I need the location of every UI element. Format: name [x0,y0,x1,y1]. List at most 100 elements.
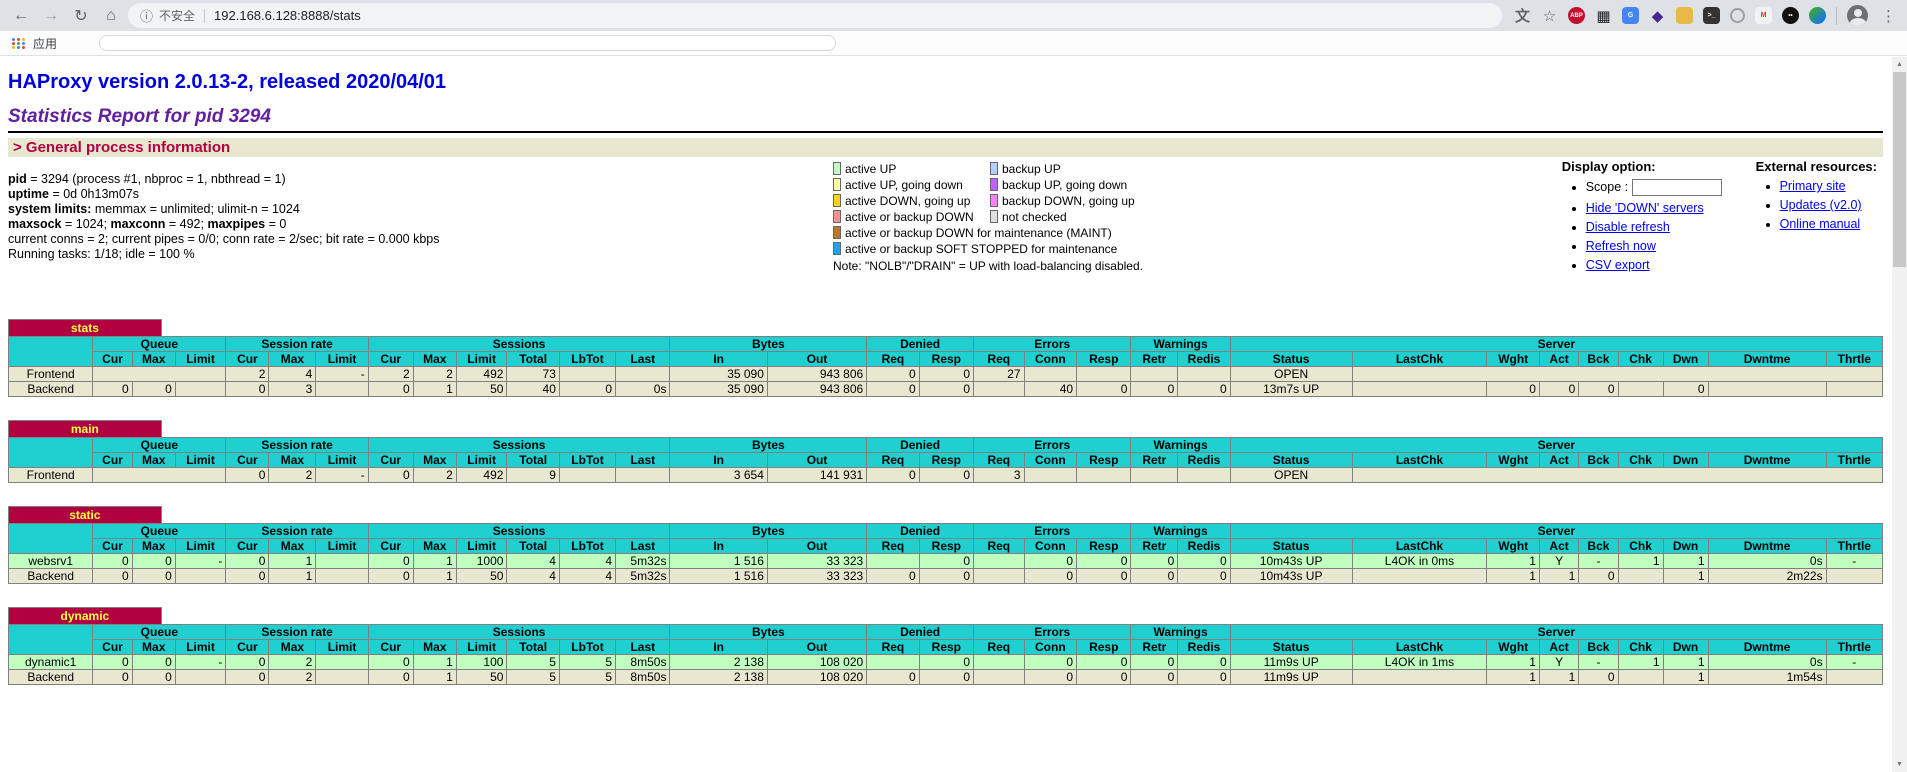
reload-button[interactable]: ↻ [68,3,94,29]
bookmarks-apps-label[interactable]: 应用 [33,35,57,52]
proxy-name-stats[interactable]: stats [8,319,162,336]
adblock-icon[interactable]: ABP [1568,7,1585,24]
cell: 0 [1024,655,1076,670]
scrollbar[interactable]: ▲ ▼ [1892,57,1907,772]
cell [616,468,670,483]
proxy-name-main[interactable]: main [8,420,162,437]
resource-link-updates-v2-0[interactable]: Updates (v2.0) [1780,198,1862,212]
col-header-bck: Bck [1579,640,1618,655]
row-name-backend[interactable]: Backend [9,382,93,397]
option-link-csv-export[interactable]: CSV export [1586,258,1650,272]
cell: 35 090 [670,382,767,397]
col-header-req: Req [974,539,1025,554]
cell [1024,468,1076,483]
table-row: Frontend02-0249293 654141 931003OPEN [9,468,1883,483]
cell [1024,367,1076,382]
process-info-line: system limits: memmax = unlimited; ulimi… [8,202,833,217]
cell: 4 [507,554,559,569]
bookmarks-search-pill[interactable] [99,35,836,51]
home-button[interactable]: ⌂ [98,3,124,29]
col-header-limit: Limit [175,453,226,468]
bookmark-star-icon[interactable]: ☆ [1541,7,1558,24]
row-name-dynamic1[interactable]: dynamic1 [9,655,93,670]
col-header-resp: Resp [1077,539,1131,554]
legend-label: active or backup DOWN [845,210,974,224]
option-link-disable-refresh[interactable]: Disable refresh [1586,220,1670,234]
purple-diamond-icon[interactable]: ◆ [1649,7,1666,24]
cell: 1 516 [670,554,767,569]
col-group-warnings: Warnings [1131,337,1230,352]
col-header-out: Out [767,352,866,367]
col-header-max: Max [269,453,316,468]
page-translate-icon[interactable]: 文 [1514,7,1531,24]
profile-avatar[interactable] [1847,5,1868,26]
page-title: HAProxy version 2.0.13-2, released 2020/… [8,71,1883,94]
col-header-out: Out [767,640,866,655]
cell [1618,670,1663,685]
legend-swatch [990,178,998,191]
col-header-thrtle: Thrtle [1826,640,1882,655]
cell: 0 [132,670,175,685]
col-header-cur: Cur [226,453,269,468]
row-name-frontend[interactable]: Frontend [9,367,93,382]
col-header-cur: Cur [93,539,132,554]
apps-grid-icon[interactable] [12,38,26,49]
proxy-name-dynamic[interactable]: dynamic [8,607,162,624]
col-header-max: Max [413,640,456,655]
row-name-backend[interactable]: Backend [9,670,93,685]
info-icon[interactable]: ⓘ [140,6,153,25]
cell: 1 [1618,554,1663,569]
col-header-total: Total [507,453,559,468]
menu-icon[interactable]: ⋮ [1878,7,1899,25]
scrollbar-up-arrow[interactable]: ▲ [1892,57,1907,72]
row-name-websrv1[interactable]: websrv1 [9,554,93,569]
back-button[interactable]: ← [8,3,34,29]
option-link-hide-down-servers[interactable]: Hide 'DOWN' servers [1586,201,1704,215]
mail-checker-icon[interactable]: M [1755,7,1772,24]
col-group-errors: Errors [974,524,1131,539]
scrollbar-thumb[interactable] [1893,72,1906,267]
cell: 2 [269,670,316,685]
cell: 0s [616,382,670,397]
proxy-name-static[interactable]: static [8,506,162,523]
scrollbar-down-arrow[interactable]: ▼ [1892,757,1907,772]
haproxy-version-link[interactable]: HAProxy version 2.0.13-2, released 2020/… [8,71,446,93]
col-group-server: Server [1230,625,1882,640]
cell: OPEN [1230,367,1352,382]
col-group-bytes: Bytes [670,438,867,453]
col-header-resp: Resp [1077,453,1131,468]
cell: 0 [226,468,269,483]
scope-input[interactable] [1632,179,1722,196]
qr-grid-icon[interactable]: ▦ [1595,7,1612,24]
cell: 4 [559,569,615,584]
col-group-denied: Denied [867,625,974,640]
forward-button[interactable]: → [38,3,64,29]
resource-link-primary-site[interactable]: Primary site [1780,179,1846,193]
terminal-ext-icon[interactable]: >_ [1703,7,1720,24]
cell: 11m9s UP [1230,670,1352,685]
translate-ext-icon[interactable]: G [1622,7,1639,24]
cat-ext-icon[interactable] [1676,7,1693,24]
cell: 4 [559,554,615,569]
cell: 1 [269,554,316,569]
cell: 0 [226,382,269,397]
cell: 0 [867,468,919,483]
process-info: pid = 3294 (process #1, nbproc = 1, nbth… [8,172,833,262]
option-link-refresh-now[interactable]: Refresh now [1586,239,1656,253]
col-group-bytes: Bytes [670,625,867,640]
panda-ext-icon[interactable]: •• [1782,7,1799,24]
status-legend: active UPbackup UPactive UP, going downb… [833,157,1147,273]
cell: 1 [1618,655,1663,670]
cell [1826,670,1882,685]
col-header-limit: Limit [316,352,368,367]
idm-globe-icon[interactable] [1809,7,1826,24]
stats-table-stats: QueueSession rateSessionsBytesDeniedErro… [8,336,1883,397]
hexagon-ext-icon[interactable] [1730,8,1745,23]
row-name-frontend[interactable]: Frontend [9,468,93,483]
legend-item: active UP [833,162,990,176]
address-bar[interactable]: ⓘ 不安全 192.168.6.128:8888/stats [128,3,1502,28]
resource-link-online-manual[interactable]: Online manual [1780,217,1861,231]
cell: 0 [132,569,175,584]
col-header-status: Status [1230,453,1352,468]
row-name-backend[interactable]: Backend [9,569,93,584]
